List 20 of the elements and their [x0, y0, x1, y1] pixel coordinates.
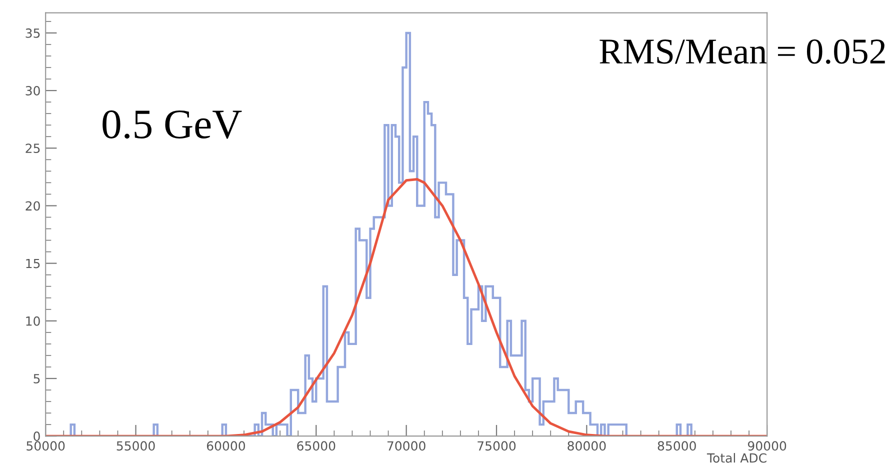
y-tick-label: 10: [26, 316, 40, 326]
x-tick-label: 70000: [387, 441, 426, 451]
x-tick-label: 55000: [116, 441, 155, 451]
x-tick-label: 50000: [26, 441, 65, 451]
y-tick-label: 30: [26, 86, 40, 96]
x-tick-label: 85000: [658, 441, 696, 451]
y-tick-label: 15: [26, 258, 40, 268]
annotation: 0.5 GeV: [102, 110, 242, 139]
x-axis-title: Total ADC: [706, 453, 766, 463]
y-tick-label: 5: [34, 374, 40, 384]
y-tick-label: 25: [26, 144, 40, 154]
y-tick-label: 35: [26, 28, 40, 38]
x-tick-label: 60000: [206, 441, 246, 451]
x-tick-label: 90000: [748, 441, 786, 451]
x-tick-label: 65000: [297, 441, 336, 451]
annotation: RMS/Mean = 0.052: [600, 39, 885, 64]
x-tick-label: 75000: [478, 441, 516, 451]
y-tick-label: 0: [34, 432, 40, 442]
x-tick-label: 80000: [568, 441, 606, 451]
y-tick-label: 20: [26, 201, 40, 211]
